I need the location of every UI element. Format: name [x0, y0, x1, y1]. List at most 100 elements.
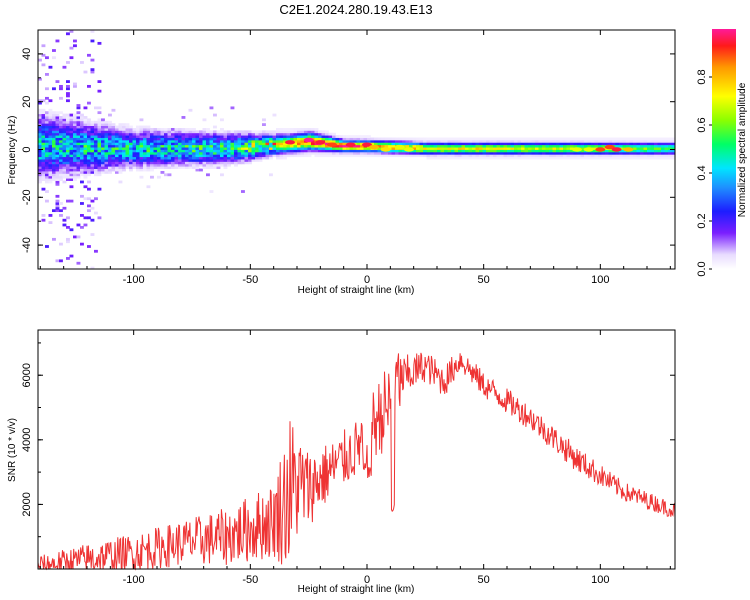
spectrogram-cell — [234, 156, 238, 160]
spectrogram-cell — [122, 144, 126, 148]
spectrogram-cell — [514, 139, 518, 143]
spectrogram-cell — [601, 139, 606, 143]
spectrogram-cell — [458, 139, 462, 143]
spectrogram-cell — [181, 156, 186, 160]
spectrogram-cell — [153, 142, 158, 146]
spectrogram-cell — [55, 139, 60, 143]
spectrogram-cell — [41, 132, 46, 136]
spectrogram-cell — [55, 159, 60, 162]
spectrogram-cell — [650, 142, 655, 146]
spectrogram-cell — [181, 151, 186, 155]
spectrogram-cell — [538, 147, 543, 150]
spectrogram-hotspot — [315, 140, 326, 145]
spectrogram-cell — [55, 127, 60, 131]
spectrogram-cell — [185, 154, 189, 158]
spectrogram-cell — [104, 120, 109, 124]
spectrogram-cell — [290, 130, 294, 134]
spectrogram-cell — [111, 161, 116, 165]
spectrogram-cell — [66, 130, 70, 134]
spectrogram-cell — [272, 147, 277, 150]
spectrogram-cell — [216, 149, 221, 153]
spectrogram-cell — [118, 149, 123, 153]
spectrogram-cell — [321, 132, 326, 136]
spectrogram-cell — [475, 147, 480, 150]
spectrogram-cell — [584, 151, 588, 155]
spectrogram-cell — [251, 130, 256, 134]
spectrogram-hotspot — [345, 142, 356, 147]
spectrogram-cell — [570, 156, 574, 160]
spectrogram-cell — [83, 116, 88, 119]
spectrogram-cell — [318, 154, 322, 158]
spectrogram-cell — [353, 151, 357, 155]
spectrogram-cell — [164, 161, 168, 165]
spectrogram-cell — [230, 147, 235, 150]
spectrogram-cell — [321, 135, 326, 138]
snr-x-label: Height of straight line (km) — [298, 584, 415, 595]
spectrogram-cell — [90, 161, 95, 165]
spectrogram-cell — [258, 139, 263, 143]
spectrogram-cell — [181, 161, 186, 165]
spectrogram-cell — [143, 151, 147, 155]
spectrogram-cell — [76, 120, 81, 124]
spectrogram-cell — [38, 168, 42, 172]
spectrogram-cell — [370, 149, 375, 153]
spectrogram-cell — [318, 151, 322, 155]
spectrogram-cell — [472, 144, 476, 148]
spectrogram-cell — [69, 147, 74, 150]
spectrogram-cell — [174, 166, 179, 170]
spectrogram-cell — [346, 139, 350, 143]
spectrogram-cell — [346, 147, 350, 150]
spectrogram-cell — [528, 144, 532, 148]
spectrogram-cell — [255, 130, 259, 134]
spectrogram-cell — [150, 142, 154, 146]
spectrogram-cell — [62, 113, 67, 117]
spectrogram-cell — [591, 139, 595, 143]
spectrogram-cell — [269, 135, 273, 138]
spectrogram-cell — [174, 149, 179, 153]
spectrogram-cell — [339, 135, 343, 138]
spectrogram-cell — [66, 147, 70, 150]
spectrogram-cell — [181, 135, 186, 138]
spectrogram-cell — [171, 127, 175, 131]
spectrogram-cell — [59, 178, 63, 181]
spectrogram-cell — [90, 144, 95, 148]
spectrogram-cell — [108, 144, 112, 148]
spectrogram-cell — [528, 147, 532, 150]
spectrogram-cell — [48, 135, 53, 138]
spectrogram-cell — [419, 151, 424, 155]
spectrogram-cell — [633, 142, 637, 146]
spectrogram-cell — [248, 139, 252, 143]
spectrogram-cell — [206, 149, 210, 153]
spectrogram-cell — [591, 142, 595, 146]
spectrogram-cell — [185, 137, 189, 141]
spectrogram-cell — [482, 156, 487, 160]
spectrogram-cell — [69, 173, 74, 177]
spectrogram-cell — [661, 147, 665, 150]
spectrogram-cell — [52, 159, 56, 162]
spectrogram-cell — [146, 137, 151, 141]
spectrogram-cell — [146, 125, 151, 129]
spectrogram-cell — [643, 142, 648, 146]
spectrogram-cell — [276, 139, 280, 143]
spectrogram-cell — [426, 154, 431, 158]
spectrogram-cell — [398, 149, 403, 153]
spectrogram-cell — [181, 154, 186, 158]
spectrogram-cell — [244, 156, 249, 160]
y-tick-label: 6000 — [21, 363, 33, 387]
spectrogram-cell — [181, 142, 186, 146]
spectrogram-cell — [171, 159, 175, 162]
spectrogram-cell — [192, 139, 196, 143]
spectrogram-cell — [206, 144, 210, 148]
spectrogram-x-label: Height of straight line (km) — [298, 285, 415, 296]
spectrogram-cell — [339, 144, 343, 148]
spectrogram-cell — [66, 120, 70, 124]
spectrogram-cell — [458, 142, 462, 146]
spectrogram-cell — [374, 149, 378, 153]
spectrogram-cell — [118, 161, 123, 165]
spectrogram-cell — [612, 156, 616, 160]
spectrogram-cell — [38, 161, 42, 165]
spectrogram-cell — [164, 135, 168, 138]
spectrogram-cell — [528, 142, 532, 146]
